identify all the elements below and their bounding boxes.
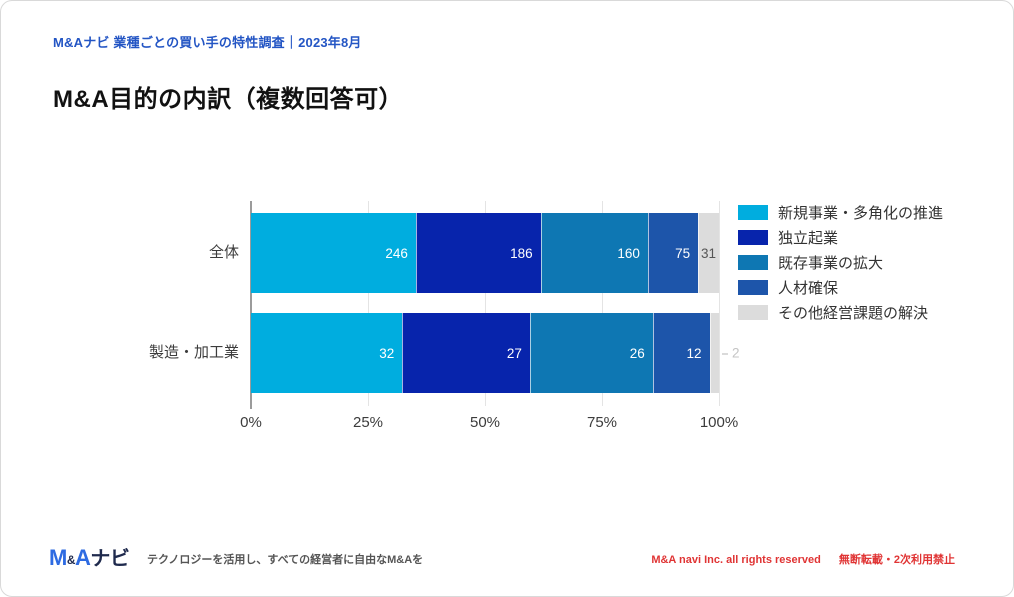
gridline xyxy=(485,201,486,406)
bar-segment xyxy=(709,313,719,393)
bar-value-label: 27 xyxy=(506,345,522,361)
legend-swatch xyxy=(738,255,768,270)
legend-label: 既存事業の拡大 xyxy=(778,255,884,272)
bar-segment: 186 xyxy=(415,213,541,293)
report-header: M&Aナビ 業種ごとの買い手の特性調査｜2023年8月 xyxy=(53,35,362,50)
y-axis-line xyxy=(250,201,252,409)
page-title: M&A目的の内訳（複数回答可） xyxy=(53,86,404,113)
legend-item: 人材確保 xyxy=(738,275,943,300)
bar-segment: 31 xyxy=(698,213,719,293)
bar-value-label: 246 xyxy=(385,245,408,261)
legend-item: 既存事業の拡大 xyxy=(738,250,943,275)
bar-value-label: 26 xyxy=(629,345,645,361)
bar-value-label: 12 xyxy=(686,345,702,361)
legend-swatch xyxy=(738,305,768,320)
logo-navi-text: ナビ xyxy=(90,548,130,570)
copyright-text: M&A navi Inc. all rights reserved xyxy=(651,554,821,566)
legend-label: その他経営課題の解決 xyxy=(778,305,929,322)
logo-letter-a: A xyxy=(75,545,91,570)
bar-row: 32 27 26 12 2 xyxy=(251,313,740,393)
legend-label: 新規事業・多角化の推進 xyxy=(778,205,944,222)
bar-value-label: 32 xyxy=(379,345,395,361)
legend-item: 新規事業・多角化の推進 xyxy=(738,200,943,225)
legend-swatch xyxy=(738,205,768,220)
x-tick-label: 0% xyxy=(240,414,262,431)
plot-area: 246 186 160 75 31 32 27 26 12 2 xyxy=(250,201,740,409)
bar-value-label: 31 xyxy=(700,245,716,261)
bar-segment: 32 xyxy=(251,313,403,393)
label-leader-line xyxy=(722,353,728,355)
bar-value-label: 75 xyxy=(675,245,691,261)
legend-item: 独立起業 xyxy=(738,225,943,250)
x-tick-label: 75% xyxy=(586,414,618,431)
bar-segment: 27 xyxy=(402,313,530,393)
category-label: 全体 xyxy=(208,244,239,261)
legend-label: 人材確保 xyxy=(778,280,839,297)
copyright-notice: M&A navi Inc. all rights reserved 無断転載・2次… xyxy=(651,551,955,567)
bar-segment: 160 xyxy=(540,213,648,293)
legend-label: 独立起業 xyxy=(778,230,839,247)
legend-swatch xyxy=(738,230,768,245)
bar-value-label-outside: 2 xyxy=(732,345,740,361)
legend-item: その他経営課題の解決 xyxy=(738,300,943,325)
bar-segment: 75 xyxy=(647,213,699,293)
company-tagline: テクノロジーを活用し、すべての経営者に自由なM&Aを xyxy=(147,554,424,566)
logo-letter-m: M xyxy=(49,545,67,570)
gridline xyxy=(719,201,720,406)
x-axis-labels: 0% 25% 50% 75% 100% xyxy=(240,414,738,434)
company-logo: M&Aナビ xyxy=(49,542,130,571)
bar-value-label: 186 xyxy=(510,245,533,261)
x-tick-label: 100% xyxy=(699,414,739,431)
legend-swatch xyxy=(738,280,768,295)
bar-row: 246 186 160 75 31 xyxy=(251,213,719,293)
bar-segment: 26 xyxy=(529,313,653,393)
bar-segment: 12 xyxy=(652,313,710,393)
bar-value-label: 160 xyxy=(617,245,640,261)
x-tick-label: 25% xyxy=(352,414,384,431)
logo-ampersand: & xyxy=(66,553,76,567)
legend: 新規事業・多角化の推進 独立起業既存事業の拡大 人材確保その他経営課題の解決 xyxy=(738,200,943,325)
gridline xyxy=(602,201,603,406)
x-tick-label: 50% xyxy=(469,414,501,431)
no-reproduction-notice: 無断転載・2次利用禁止 xyxy=(838,554,955,566)
bar-segment: 246 xyxy=(251,213,416,293)
category-label: 製造・加工業 xyxy=(148,344,239,361)
gridline xyxy=(368,201,369,406)
